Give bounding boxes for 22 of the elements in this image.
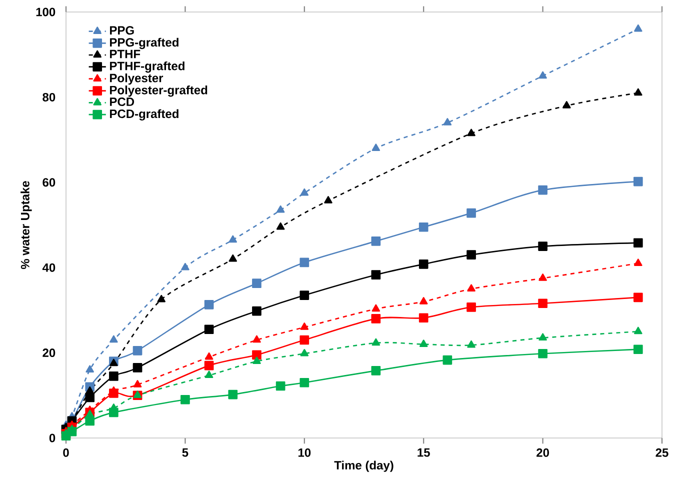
legend-label: Polyester-grafted bbox=[110, 86, 208, 97]
x-tick-label: 25 bbox=[656, 448, 668, 457]
y-tick-label: 20 bbox=[42, 348, 56, 358]
x-tick-label: 0 bbox=[63, 448, 69, 457]
y-axis-title: % water Uptake bbox=[20, 181, 32, 270]
y-tick-label: 60 bbox=[42, 178, 56, 187]
legend-label: Polyester bbox=[110, 73, 164, 85]
y-tick-label: 40 bbox=[42, 263, 56, 272]
y-tick-label: 0 bbox=[49, 434, 56, 442]
legend-label: PTHF bbox=[110, 50, 140, 58]
x-tick-label: 5 bbox=[182, 448, 188, 457]
legend-label: PPG bbox=[110, 26, 134, 35]
legend-label: PCD-grafted bbox=[110, 109, 178, 120]
y-tick-label: 100 bbox=[36, 8, 56, 16]
x-tick-label: 20 bbox=[536, 448, 549, 457]
legend-label: PCD bbox=[110, 98, 134, 106]
y-tick-label: 80 bbox=[42, 92, 56, 102]
x-axis-title: Time (day) bbox=[334, 460, 394, 472]
x-tick-label: 10 bbox=[298, 448, 311, 457]
x-tick-label: 15 bbox=[418, 448, 430, 457]
legend-label: PTHF-grafted bbox=[110, 61, 184, 73]
legend-label: PPG-grafted bbox=[110, 38, 178, 50]
